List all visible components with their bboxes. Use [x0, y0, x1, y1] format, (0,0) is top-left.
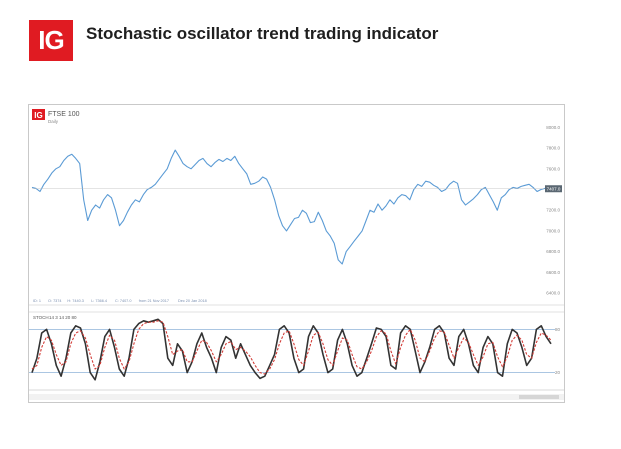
page-title: Stochastic oscillator trend trading indi…: [86, 24, 439, 43]
chart-panel: IG FTSE 100 Daily ID: 1 O: 7374 H: 7440.3 L…: [28, 104, 565, 403]
ohlc-info-label: ID: 1: [33, 299, 41, 303]
ohlc-info-label: H: 7440.3: [67, 299, 83, 303]
timeframe-label: Daily: [48, 119, 59, 124]
ohlc-info-label: C: 7407.0: [115, 299, 131, 303]
osc-levels: 80 20: [29, 327, 560, 375]
instrument-label: FTSE 100: [48, 111, 80, 118]
time-scrollbar[interactable]: [29, 394, 564, 400]
price-series: 7407.0: [31, 149, 562, 265]
price-line: [31, 149, 550, 265]
current-value-tag: [545, 185, 562, 193]
price-ytick-label: 8000.0: [546, 125, 560, 130]
stoch-label: STOCH: [33, 315, 49, 320]
current-value-label: 7407.0: [547, 186, 561, 191]
ohlc-info-label: Dec 20 Jan 2018: [178, 299, 207, 303]
ohlc-info-row: ID: 1 O: 7374 H: 7440.3 L: 7366.4 C: 7407.0 f…: [33, 299, 207, 303]
price-ytick-label: 7600.0: [546, 166, 560, 171]
stoch-k-line: [31, 318, 552, 381]
price-ytick-label: 7200.0: [546, 208, 560, 213]
price-y-axis: 8000.07800.07600.07400.07200.07000.06800…: [546, 125, 560, 296]
price-ytick-label: 7000.0: [546, 228, 560, 233]
price-ytick-label: 6600.0: [546, 270, 560, 275]
ig-logo: IG: [29, 20, 73, 61]
price-ytick-label: 7800.0: [546, 146, 560, 151]
chart-logo-box: [32, 109, 45, 120]
stoch-d-line: [31, 320, 552, 375]
ohlc-info-label: L: 7366.4: [91, 299, 107, 303]
ohlc-info-label: O: 7374: [48, 299, 62, 303]
osc-series: [31, 318, 552, 381]
price-ytick-label: 6400.0: [546, 291, 560, 296]
osc-level-label: 80: [555, 327, 561, 332]
price-ytick-label: 6800.0: [546, 249, 560, 254]
chart-svg: IG FTSE 100 Daily ID: 1 O: 7374 H: 7440.3 L…: [29, 109, 564, 400]
chart-logo-text: IG: [34, 111, 42, 120]
stoch-params: 14 3 14 20 80: [49, 315, 77, 320]
osc-level-label: 20: [555, 370, 561, 375]
time-scrollbar-thumb[interactable]: [519, 395, 559, 399]
ohlc-info-label: from 21 Nov 2017: [139, 299, 169, 303]
